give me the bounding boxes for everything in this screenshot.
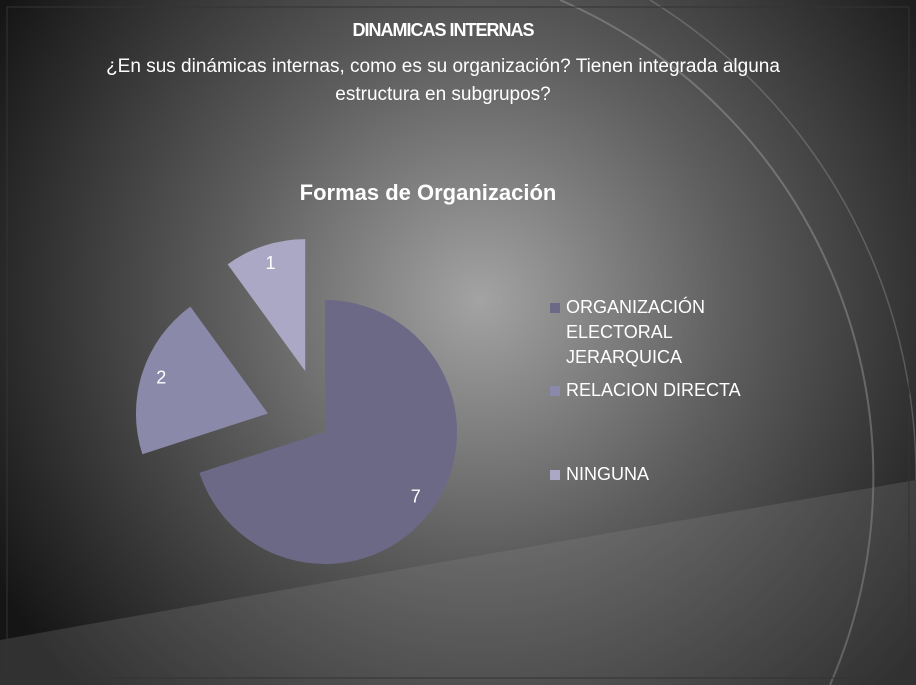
legend-label: ORGANIZACIÓN ELECTORAL JERARQUICA bbox=[566, 297, 706, 367]
pie-slice bbox=[135, 306, 268, 455]
legend-label: RELACION DIRECTA bbox=[566, 380, 741, 400]
legend-swatch bbox=[550, 470, 560, 480]
frame bbox=[6, 6, 910, 679]
arc bbox=[649, 0, 916, 480]
slide-title: DINAMICAS INTERNAS bbox=[352, 20, 534, 40]
data-label: 2 bbox=[156, 368, 166, 388]
legend-swatch bbox=[550, 386, 560, 396]
band bbox=[0, 480, 916, 685]
pie-slice bbox=[199, 300, 457, 564]
pie-slice bbox=[227, 239, 306, 372]
pie: 7 2 1 bbox=[135, 239, 457, 564]
chart-title: Formas de Organización bbox=[299, 180, 557, 205]
legend-label: NINGUNA bbox=[566, 464, 650, 484]
legend-swatch bbox=[550, 303, 560, 313]
data-label: 1 bbox=[266, 253, 276, 273]
slide-subtitle: ¿En sus dinámicas internas, como es su o… bbox=[106, 56, 780, 105]
data-label: 7 bbox=[411, 487, 421, 507]
arc bbox=[559, 0, 875, 685]
